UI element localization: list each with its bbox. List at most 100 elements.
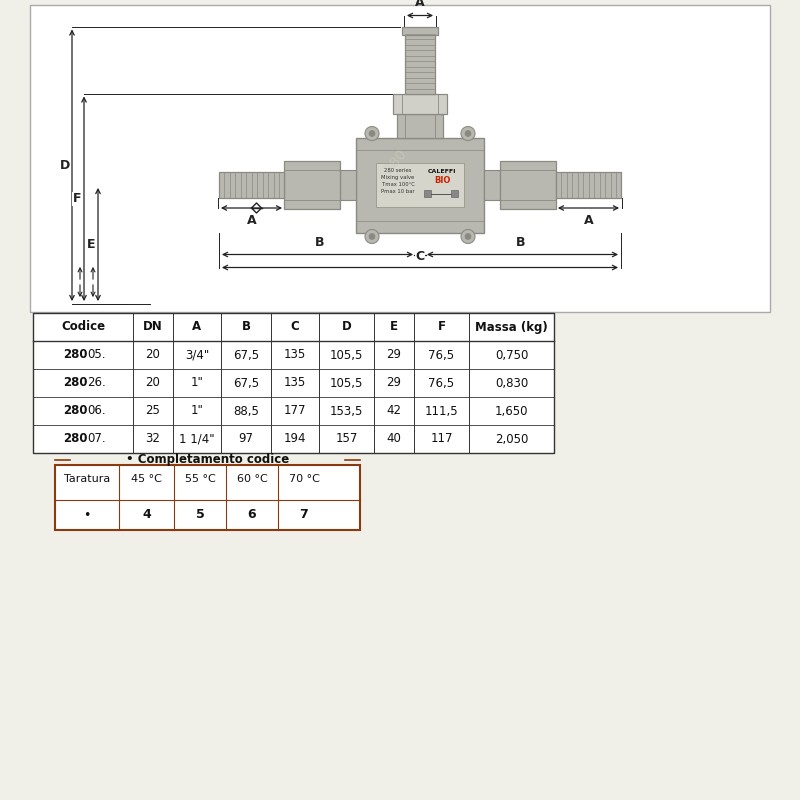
Text: A: A <box>246 214 256 227</box>
Text: A: A <box>193 321 202 334</box>
Bar <box>340 170 356 200</box>
Text: 20: 20 <box>146 349 161 362</box>
Bar <box>219 172 284 198</box>
Text: 105,5: 105,5 <box>330 349 363 362</box>
Text: 280: 280 <box>62 405 87 418</box>
Text: 40: 40 <box>386 433 402 446</box>
Bar <box>397 114 443 138</box>
Text: 07.: 07. <box>88 433 106 446</box>
Text: 1,650: 1,650 <box>494 405 528 418</box>
Text: 67,5: 67,5 <box>233 349 259 362</box>
Text: C: C <box>290 321 299 334</box>
Text: 29: 29 <box>386 349 402 362</box>
Bar <box>30 5 770 312</box>
Text: D: D <box>60 158 70 172</box>
Text: Tmax 100°C: Tmax 100°C <box>382 182 414 187</box>
Text: 26.: 26. <box>88 377 106 390</box>
Text: 177: 177 <box>284 405 306 418</box>
Circle shape <box>461 126 475 141</box>
Text: 117: 117 <box>430 433 453 446</box>
Bar <box>500 161 556 209</box>
Text: A: A <box>415 0 425 9</box>
Text: B: B <box>314 237 324 250</box>
Circle shape <box>369 234 375 239</box>
Text: 280: 280 <box>62 433 87 446</box>
Bar <box>405 29 435 94</box>
Text: Codice: Codice <box>61 321 105 334</box>
Bar <box>376 163 464 207</box>
Text: Pmax 10 bar: Pmax 10 bar <box>381 189 415 194</box>
Text: 1 1/4": 1 1/4" <box>179 433 215 446</box>
Text: 06.: 06. <box>88 405 106 418</box>
Bar <box>556 172 621 198</box>
Text: 2,050: 2,050 <box>495 433 528 446</box>
Text: 194: 194 <box>284 433 306 446</box>
Text: 0,750: 0,750 <box>495 349 528 362</box>
Text: 60 °C: 60 °C <box>237 474 267 484</box>
Text: 42: 42 <box>386 405 402 418</box>
Text: 88,5: 88,5 <box>233 405 259 418</box>
Text: BIO: BIO <box>434 176 450 185</box>
Text: C: C <box>415 250 425 262</box>
Bar <box>424 190 431 197</box>
Text: Massa (kg): Massa (kg) <box>475 321 548 334</box>
Bar <box>284 161 340 209</box>
Bar <box>402 26 438 34</box>
Text: F: F <box>438 321 446 334</box>
Bar <box>451 190 458 197</box>
Text: • Completamento codice: • Completamento codice <box>126 454 289 466</box>
Bar <box>484 170 500 200</box>
Text: 280: 280 <box>382 146 410 176</box>
Text: 45 °C: 45 °C <box>131 474 162 484</box>
Circle shape <box>465 234 471 239</box>
Text: Mixing valve: Mixing valve <box>382 175 414 180</box>
Bar <box>393 94 447 114</box>
Text: 76,5: 76,5 <box>429 377 454 390</box>
Bar <box>33 313 554 453</box>
Text: 280: 280 <box>62 349 87 362</box>
Text: 0,830: 0,830 <box>495 377 528 390</box>
Circle shape <box>461 230 475 243</box>
Text: CALEFFI: CALEFFI <box>428 169 456 174</box>
Text: 55 °C: 55 °C <box>185 474 215 484</box>
Text: 20: 20 <box>146 377 161 390</box>
Text: 32: 32 <box>146 433 161 446</box>
Text: 135: 135 <box>284 349 306 362</box>
Text: E: E <box>390 321 398 334</box>
Text: 1": 1" <box>190 405 203 418</box>
Circle shape <box>365 126 379 141</box>
Text: 153,5: 153,5 <box>330 405 363 418</box>
Text: 76,5: 76,5 <box>429 349 454 362</box>
Text: •: • <box>83 509 90 522</box>
Text: 29: 29 <box>386 377 402 390</box>
Text: DN: DN <box>143 321 163 334</box>
Text: F: F <box>73 192 82 206</box>
Text: 5: 5 <box>196 509 204 522</box>
Text: 280 series: 280 series <box>384 168 412 173</box>
Text: 1": 1" <box>190 377 203 390</box>
Text: 157: 157 <box>335 433 358 446</box>
Bar <box>55 465 360 530</box>
Text: B: B <box>242 321 250 334</box>
Text: 05.: 05. <box>88 349 106 362</box>
Text: Taratura: Taratura <box>64 474 110 484</box>
Text: 105,5: 105,5 <box>330 377 363 390</box>
Text: 67,5: 67,5 <box>233 377 259 390</box>
Text: 7: 7 <box>300 509 308 522</box>
Text: 111,5: 111,5 <box>425 405 458 418</box>
Circle shape <box>369 130 375 137</box>
Text: 3/4": 3/4" <box>185 349 209 362</box>
Circle shape <box>365 230 379 243</box>
Text: 135: 135 <box>284 377 306 390</box>
Text: 70 °C: 70 °C <box>289 474 319 484</box>
Text: A: A <box>584 214 594 227</box>
Text: 4: 4 <box>142 509 151 522</box>
Text: 6: 6 <box>248 509 256 522</box>
Text: 280: 280 <box>62 377 87 390</box>
Bar <box>356 138 484 233</box>
Text: D: D <box>342 321 351 334</box>
Text: 25: 25 <box>146 405 161 418</box>
Text: B: B <box>516 237 526 250</box>
Text: E: E <box>86 238 95 251</box>
Circle shape <box>465 130 471 137</box>
